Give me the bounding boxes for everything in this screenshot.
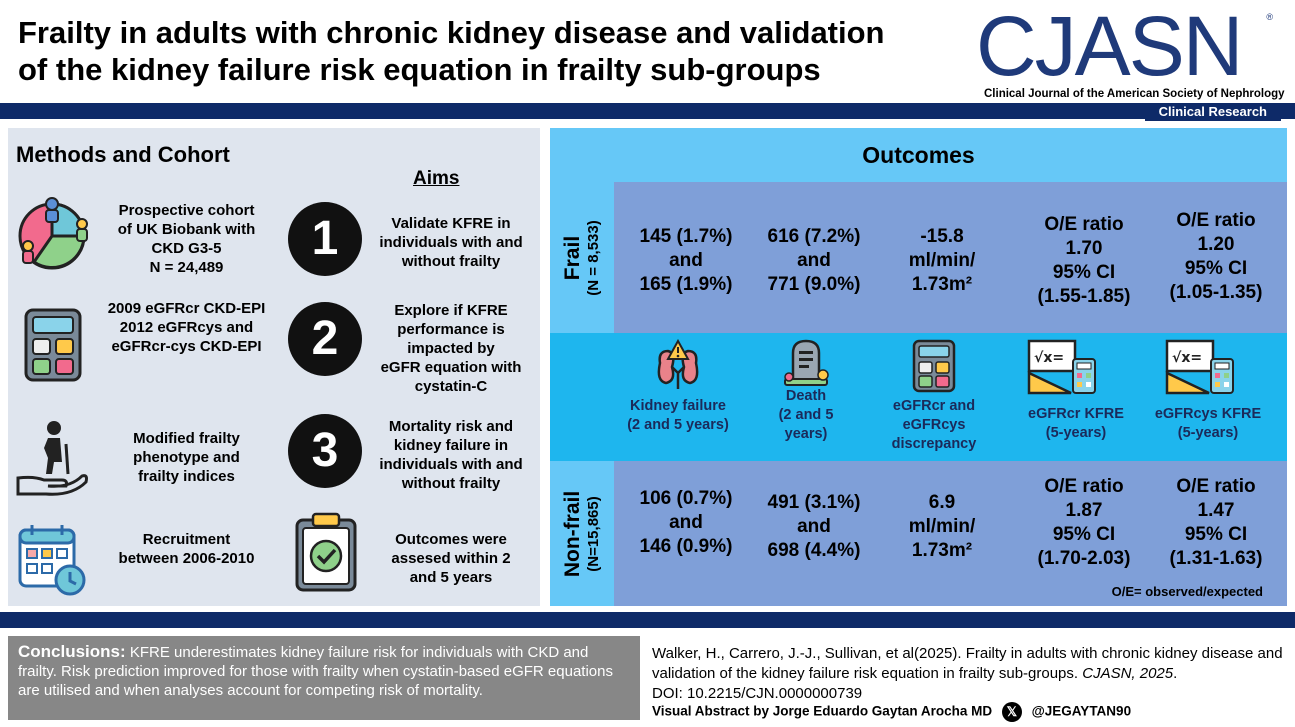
credit-text: Visual Abstract by Jorge Eduardo Gaytan …: [652, 703, 993, 719]
formula-ruler-icon: √x=: [1165, 339, 1235, 400]
frail-kidney-failure-value: 145 (1.7%) and 165 (1.9%): [639, 226, 733, 295]
outcomes-header: Outcomes: [550, 128, 1287, 182]
method-item-cohort: Prospective cohort of UK Biobank with CK…: [8, 194, 278, 284]
methods-panel: Methods and Cohort Aims Prospective coho…: [8, 128, 540, 606]
aim-number-1: 1: [288, 202, 362, 276]
formula-ruler-icon: √x=: [1027, 339, 1097, 400]
nonfrail-discrepancy-value: 6.9 ml/min/ 1.73m²: [908, 492, 976, 561]
frail-side-label: Frail (N = 8,533): [550, 182, 614, 333]
methods-title: Methods and Cohort: [16, 142, 230, 167]
outcomes-title: Outcomes: [862, 142, 975, 168]
clipboard-check-icon: [291, 510, 361, 594]
category-death: Death (2 and 5 years): [742, 333, 870, 461]
aim-text-1: Validate KFRE in individuals with and wi…: [379, 214, 523, 270]
aim-text-3: Mortality risk and kidney failure in ind…: [379, 418, 523, 492]
nonfrail-kidney-failure-value: 106 (0.7%) and 146 (0.9%): [639, 488, 733, 557]
method-item-frailty: Modified frailty phenotype and frailty i…: [8, 418, 278, 508]
logo-registered-mark: ®: [1266, 12, 1273, 22]
author-credit: Visual Abstract by Jorge Eduardo Gaytan …: [652, 702, 1131, 722]
page-title: Frailty in adults with chronic kidney di…: [18, 14, 968, 88]
citation-journal: CJASN, 2025: [1082, 665, 1174, 682]
nonfrail-side-label: Non-frail (N=15,865): [550, 461, 614, 606]
gravestone-icon: [781, 337, 831, 392]
x-logo-icon[interactable]: 𝕏: [1001, 702, 1022, 722]
category-egfrcys-kfre-label: eGFRcys KFRE (5-years): [1154, 406, 1262, 441]
header-divider-bar: [0, 103, 1295, 119]
aim-item-1: 1 Validate KFRE in individuals with and …: [283, 202, 538, 302]
nonfrail-egfrcys-kfre-value: O/E ratio 1.47 95% CI (1.31-1.63): [1169, 476, 1263, 569]
svg-text:√x=: √x=: [1034, 350, 1064, 366]
method-egfr-text: 2009 eGFRcr CKD-EPI 2012 eGFRcys and eGF…: [107, 299, 266, 355]
method-item-egfr: 2009 eGFRcr CKD-EPI 2012 eGFRcys and eGF…: [8, 300, 278, 394]
twitter-handle[interactable]: @JEGAYTAN90: [1031, 703, 1132, 719]
aims-title: Aims: [413, 168, 460, 189]
category-egfrcr-kfre-label: eGFRcr KFRE (5-years): [1028, 406, 1124, 441]
aim-item-outcomes: Outcomes were assesed within 2 and 5 yea…: [283, 508, 538, 608]
citation-text: Walker, H., Carrero, J.-J., Sullivan, et…: [652, 645, 1283, 682]
citation: Walker, H., Carrero, J.-J., Sullivan, et…: [652, 644, 1292, 704]
citation-end: .: [1173, 665, 1178, 682]
nonfrail-death-value: 491 (3.1%) and 698 (4.4%): [767, 492, 861, 561]
cjasn-logo: CJASN ® Clinical Journal of the American…: [976, 0, 1285, 102]
nonfrail-egfrcr-kfre-value: O/E ratio 1.87 95% CI (1.70-2.03): [1037, 476, 1131, 569]
category-band: Kidney failure (2 and 5 years) Death (2 …: [614, 333, 1287, 461]
oe-footnote: O/E= observed/expected: [1111, 584, 1263, 599]
logo-text: CJASN: [976, 0, 1243, 93]
outcomes-panel: Outcomes Frail (N = 8,533) Non-frail (N=…: [550, 128, 1287, 606]
method-recruitment-text: Recruitment between 2006-2010: [118, 531, 255, 567]
aim-text-2: Explore if KFRE performance is impacted …: [380, 301, 522, 395]
category-kidney-failure-label: Kidney failure (2 and 5 years): [627, 398, 729, 433]
title-line-1: Frailty in adults with chronic kidney di…: [18, 15, 885, 50]
elderly-hand-icon: [14, 418, 92, 498]
frail-label: Frail: [561, 235, 584, 280]
frail-egfrcr-kfre-value: O/E ratio 1.70 95% CI (1.55-1.85): [1037, 214, 1131, 307]
conclusions-text: KFRE underestimates kidney failure risk …: [18, 644, 613, 699]
frail-egfrcys-kfre-value: O/E ratio 1.20 95% CI (1.05-1.35): [1169, 210, 1263, 303]
kidney-warning-icon: [650, 338, 706, 400]
logo-subtitle: Clinical Journal of the American Society…: [984, 88, 1285, 100]
category-side-spacer: [550, 333, 614, 461]
category-discrepancy: eGFRcr and eGFRcys discrepancy: [870, 333, 998, 461]
nonfrail-n: (N=15,865): [585, 495, 602, 572]
category-egfrcys-kfre: √x= eGFRcys KFRE (5-years): [1136, 333, 1264, 461]
frail-discrepancy-value: -15.8 ml/min/ 1.73m²: [908, 226, 976, 295]
frail-n: (N = 8,533): [585, 219, 602, 296]
method-item-recruitment: Recruitment between 2006-2010: [8, 520, 278, 610]
category-death-label: Death (2 and 5 years): [778, 388, 834, 442]
aim-item-2: 2 Explore if KFRE performance is impacte…: [283, 298, 538, 398]
conclusions-label: Conclusions:: [18, 642, 126, 661]
method-frailty-text: Modified frailty phenotype and frailty i…: [133, 429, 240, 485]
svg-text:√x=: √x=: [1172, 350, 1202, 366]
footer-divider-bar: [0, 612, 1295, 628]
calculator-icon: [14, 304, 92, 384]
aim-number-3: 3: [288, 414, 362, 488]
category-egfrcr-kfre: √x= eGFRcr KFRE (5-years): [998, 333, 1126, 461]
frail-death-value: 616 (7.2%) and 771 (9.0%): [767, 226, 861, 295]
calculator-icon: [912, 339, 956, 398]
title-line-2: of the kidney failure risk equation in f…: [18, 52, 821, 87]
citation-doi: DOI: 10.2215/CJN.0000000739: [652, 685, 863, 702]
aim-item-3: 3 Mortality risk and kidney failure in i…: [283, 414, 538, 514]
pie-people-icon: [14, 194, 92, 274]
aim-text-outcomes: Outcomes were assesed within 2 and 5 yea…: [391, 530, 511, 586]
category-discrepancy-label: eGFRcr and eGFRcys discrepancy: [891, 398, 977, 452]
conclusions-box: Conclusions: KFRE underestimates kidney …: [8, 636, 640, 720]
calendar-clock-icon: [14, 520, 92, 600]
method-cohort-text: Prospective cohort of UK Biobank with CK…: [117, 202, 256, 276]
article-type-tag: Clinical Research: [1144, 103, 1281, 121]
nonfrail-label: Non-frail: [561, 490, 584, 577]
category-kidney-failure: Kidney failure (2 and 5 years): [614, 333, 742, 461]
aim-number-2: 2: [288, 302, 362, 376]
